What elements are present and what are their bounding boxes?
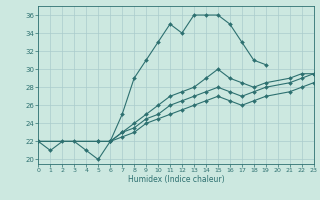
X-axis label: Humidex (Indice chaleur): Humidex (Indice chaleur) bbox=[128, 175, 224, 184]
